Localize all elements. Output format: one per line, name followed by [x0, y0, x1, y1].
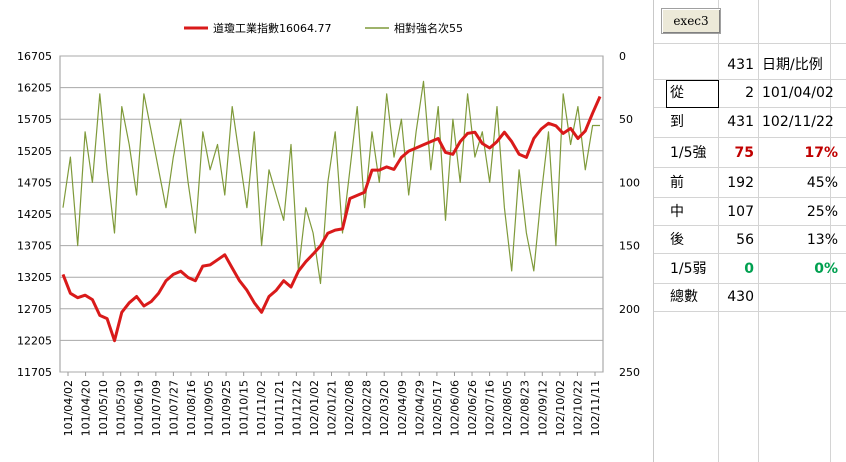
left-axis-tick-label: 12205: [17, 334, 52, 347]
row-count[interactable]: 2: [745, 85, 754, 101]
row-name[interactable]: 從: [670, 85, 684, 101]
x-axis-tick-label: 101/06/19: [132, 380, 145, 436]
x-axis-tick-label: 101/11/02: [255, 380, 268, 436]
left-axis-tick-label: 13205: [17, 271, 52, 284]
left-axis-tick-label: 16205: [17, 82, 52, 95]
x-axis-tick-label: 101/09/25: [220, 380, 233, 436]
row-value[interactable]: 102/11/22: [762, 114, 834, 130]
right-axis-tick-label: 50: [619, 113, 633, 126]
row-name[interactable]: 1/5強: [670, 145, 707, 161]
row-value[interactable]: 101/04/02: [762, 85, 834, 101]
x-axis-tick-label: 102/10/02: [554, 380, 567, 436]
x-axis-tick-label: 102/07/16: [484, 380, 497, 436]
row-name[interactable]: 總數: [670, 289, 698, 305]
row-divider: [654, 167, 846, 168]
x-axis-tick-label: 102/08/05: [501, 380, 514, 436]
row-name[interactable]: 後: [670, 232, 684, 248]
row-divider: [654, 311, 846, 312]
x-axis-tick-label: 102/06/06: [448, 380, 461, 436]
column-divider: [718, 0, 719, 462]
x-axis-tick-label: 102/11/11: [589, 380, 602, 436]
row-divider: [654, 197, 846, 198]
x-axis-tick-label: 102/10/22: [571, 380, 584, 436]
row-divider: [654, 107, 846, 108]
x-axis-tick-label: 102/03/20: [378, 380, 391, 436]
column-divider: [758, 0, 759, 462]
left-axis-tick-label: 15705: [17, 113, 52, 126]
header-label[interactable]: 日期/比例: [762, 57, 823, 73]
x-axis-tick-label: 102/02/28: [361, 380, 374, 436]
x-axis-tick-label: 102/09/12: [536, 380, 549, 436]
chart-svg: 16705 16205 15705 15205 14705 14205 13705 13205…: [17, 21, 640, 436]
row-count[interactable]: 56: [736, 232, 754, 248]
row-count[interactable]: 0: [744, 261, 754, 277]
left-axis-tick-label: 11705: [17, 366, 52, 379]
row-name[interactable]: 到: [670, 114, 684, 130]
legend-label: 相對強名次55: [394, 21, 463, 35]
x-axis-tick-label: 101/07/09: [150, 380, 163, 436]
x-axis-tick-label: 102/01/21: [326, 380, 339, 436]
x-axis-tick-label: 101/07/27: [167, 380, 180, 436]
left-axis-tick-label: 14705: [17, 176, 52, 189]
row-divider: [654, 79, 846, 80]
row-value[interactable]: 13%: [806, 232, 838, 248]
left-axis-tick-label: 16705: [17, 50, 52, 63]
row-divider: [654, 225, 846, 226]
right-axis-tick-label: 150: [619, 240, 640, 253]
x-axis-tick-label: 101/04/20: [80, 380, 93, 436]
chart-area: 16705 16205 15705 15205 14705 14205 13705 13205…: [17, 0, 654, 462]
row-value[interactable]: 0%: [814, 261, 838, 277]
row-value[interactable]: 17%: [804, 145, 838, 161]
row-divider: [654, 137, 846, 138]
row-divider: [654, 283, 846, 284]
x-axis-tick-label: 102/06/26: [466, 380, 479, 436]
x-axis-tick-label: 102/04/29: [413, 380, 426, 436]
row-count[interactable]: 107: [727, 204, 754, 220]
right-axis-tick-label: 200: [619, 303, 640, 316]
exec3-button[interactable]: exec3: [661, 8, 721, 34]
legend-label: 道瓊工業指數16064.77: [213, 21, 332, 35]
row-name[interactable]: 1/5弱: [670, 261, 707, 277]
row-divider: [654, 43, 846, 44]
row-value[interactable]: 25%: [806, 204, 838, 220]
row-count[interactable]: 431: [727, 114, 754, 130]
x-axis-tick-label: 101/10/15: [238, 380, 251, 436]
row-count[interactable]: 192: [727, 175, 754, 191]
header-count[interactable]: 431: [727, 57, 754, 73]
row-count[interactable]: 75: [734, 145, 754, 161]
right-axis-tick-label: 0: [619, 50, 626, 63]
x-axis-tick-label: 101/04/02: [62, 380, 75, 436]
row-divider: [654, 253, 846, 254]
x-axis-tick-label: 101/09/05: [203, 380, 216, 436]
x-axis-tick-label: 102/05/17: [431, 380, 444, 436]
right-axis-tick-label: 250: [619, 366, 640, 379]
left-axis-tick-label: 15205: [17, 145, 52, 158]
rank-line: [62, 80, 600, 285]
left-axis-tick-label: 13705: [17, 240, 52, 253]
index-line: [61, 95, 602, 343]
selected-cell[interactable]: [666, 80, 719, 108]
x-axis-tick-label: 101/08/16: [185, 380, 198, 436]
left-axis-tick-label: 14205: [17, 208, 52, 221]
x-axis-tick-label: 102/08/23: [519, 380, 532, 436]
row-value[interactable]: 45%: [806, 175, 838, 191]
row-name[interactable]: 中: [670, 204, 684, 220]
x-axis-tick-label: 102/01/02: [308, 380, 321, 436]
column-divider: [830, 0, 831, 462]
x-axis-tick-label: 101/11/21: [273, 380, 286, 436]
spreadsheet-panel: [654, 0, 846, 462]
right-axis-tick-label: 100: [619, 176, 640, 189]
x-axis-tick-label: 101/12/12: [290, 380, 303, 436]
x-axis-tick-label: 102/04/09: [396, 380, 409, 436]
x-axis-tick-label: 101/05/10: [97, 380, 110, 436]
row-count[interactable]: 430: [727, 289, 754, 305]
row-name[interactable]: 前: [670, 175, 684, 191]
x-axis-tick-label: 102/02/08: [343, 380, 356, 436]
left-axis-tick-label: 12705: [17, 303, 52, 316]
x-axis-tick-label: 101/05/30: [115, 380, 128, 436]
